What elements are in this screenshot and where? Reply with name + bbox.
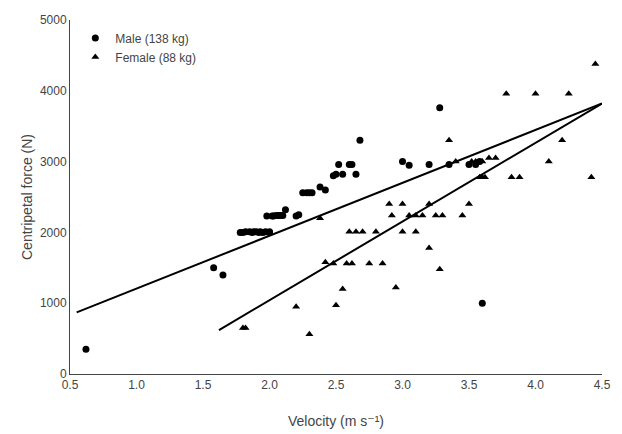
- svg-text:4000: 4000: [40, 84, 67, 98]
- svg-text:0.5: 0.5: [62, 378, 79, 392]
- svg-text:3.5: 3.5: [461, 378, 478, 392]
- svg-text:1.5: 1.5: [195, 378, 212, 392]
- svg-text:3000: 3000: [40, 155, 67, 169]
- svg-text:3.0: 3.0: [394, 378, 411, 392]
- svg-text:5000: 5000: [40, 13, 67, 27]
- svg-text:Female (88 kg): Female (88 kg): [115, 51, 196, 65]
- svg-text:2.0: 2.0: [261, 378, 278, 392]
- svg-text:Velocity (m s⁻¹): Velocity (m s⁻¹): [288, 413, 384, 429]
- svg-text:1.0: 1.0: [128, 378, 145, 392]
- svg-text:4.0: 4.0: [527, 378, 544, 392]
- svg-text:2000: 2000: [40, 226, 67, 240]
- svg-text:4.5: 4.5: [594, 378, 611, 392]
- svg-text:2.5: 2.5: [328, 378, 345, 392]
- svg-text:Male (138 kg): Male (138 kg): [115, 32, 188, 46]
- svg-text:Centripetal force (N): Centripetal force (N): [19, 134, 35, 260]
- svg-text:1000: 1000: [40, 296, 67, 310]
- svg-text:0: 0: [60, 367, 67, 381]
